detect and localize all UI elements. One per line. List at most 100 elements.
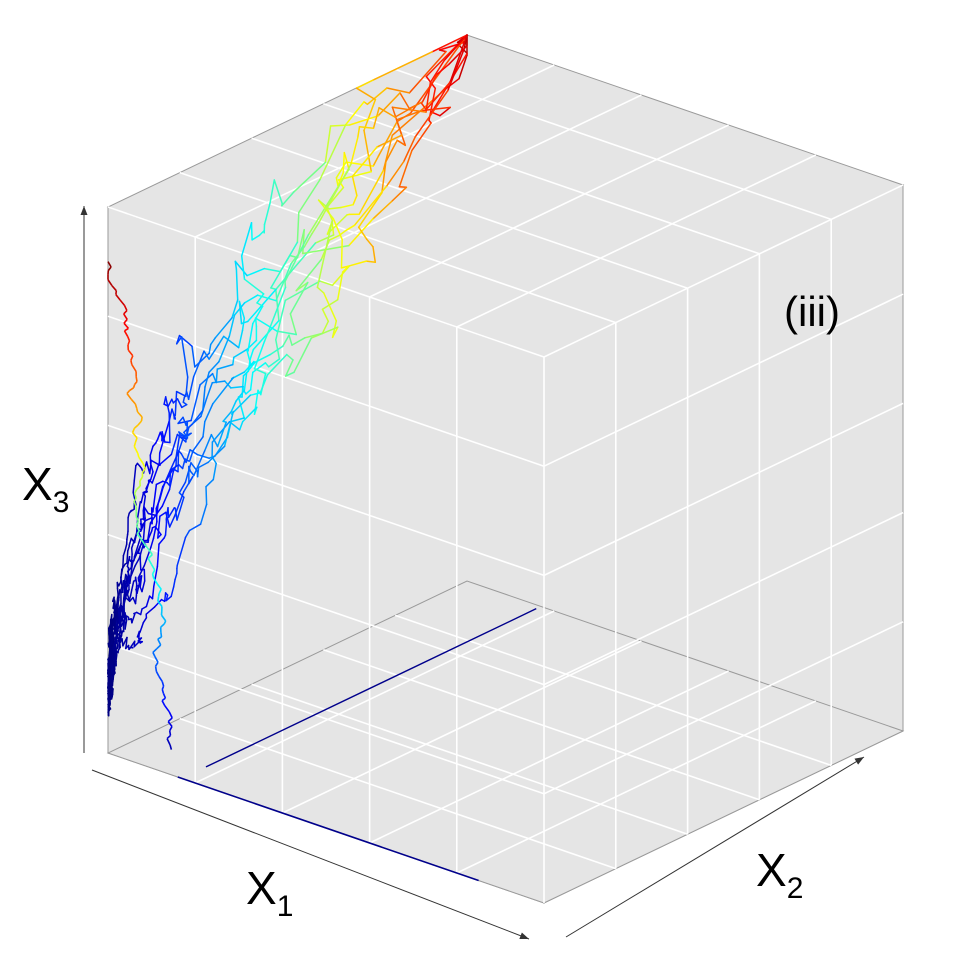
trajectory-segment [281, 191, 295, 207]
trajectory-segment [155, 671, 160, 677]
trajectory-segment [161, 685, 165, 690]
trajectory-segment [332, 217, 343, 241]
trajectory-segment [270, 241, 299, 289]
trajectory-segment [211, 380, 226, 384]
trajectory-segment [124, 543, 128, 551]
trajectory-segment [149, 471, 154, 481]
trajectory-segment [252, 305, 264, 325]
trajectory-segment [212, 462, 217, 481]
trajectory-segment [157, 596, 160, 602]
trajectory-segment [137, 564, 146, 579]
trajectory-segment [172, 398, 179, 404]
trajectory-segment [222, 411, 232, 423]
trajectory-segment [183, 432, 192, 437]
trajectory-segment [398, 149, 413, 188]
trajectory-segment [169, 451, 180, 471]
trajectory-segment [166, 734, 172, 740]
trajectory-segment [127, 340, 131, 346]
trajectory-segment [184, 529, 191, 539]
trajectory-segment [150, 564, 156, 571]
trajectory-segment [343, 151, 350, 170]
trajectory-segment [317, 163, 352, 224]
trajectory-segment [140, 416, 143, 422]
trajectory-segment [123, 330, 129, 338]
trajectory-segment [122, 597, 125, 612]
trajectory-segment [174, 572, 178, 581]
trajectory-segment [183, 423, 193, 434]
trajectory-segment [275, 262, 292, 302]
trajectory-segment [132, 596, 137, 605]
trajectory-segment [130, 360, 133, 365]
trajectory-segment [127, 545, 131, 552]
trajectory-segment [177, 449, 180, 473]
trajectory-segment [160, 623, 165, 628]
trajectory-segment [202, 420, 206, 438]
trajectory-segment [408, 50, 447, 94]
trajectory-segment [164, 441, 171, 444]
trajectory-segment [247, 322, 254, 352]
trajectory-segment [133, 465, 137, 482]
trajectory-segment [133, 442, 137, 447]
trajectory-segment [181, 458, 186, 470]
trajectory-segment [183, 391, 188, 399]
trajectory-segment [157, 600, 163, 607]
grid-line [394, 614, 832, 767]
trajectory-segment [214, 317, 233, 339]
trajectory-segment [161, 488, 171, 507]
trajectory-segment [241, 317, 246, 332]
trajectory-segment [139, 575, 143, 588]
trajectory-segment [298, 178, 321, 214]
trajectory-segment [131, 580, 135, 591]
trajectory-segment [138, 630, 141, 640]
trajectory-segment [215, 368, 219, 384]
trajectory-segment [107, 266, 112, 272]
trajectory-segment [398, 185, 408, 189]
trajectory-segment [126, 550, 129, 564]
trajectory-segment [141, 580, 146, 593]
trajectory-segment [172, 578, 176, 588]
trajectory-segment [133, 497, 137, 502]
trajectory-segment [270, 287, 277, 291]
trajectory-segment [352, 194, 358, 206]
trajectory-segment [421, 73, 438, 103]
trajectory-segment [212, 376, 235, 405]
trajectory-segment [378, 107, 396, 118]
trajectory-segment [439, 106, 451, 117]
trajectory-segment [295, 258, 323, 292]
trajectory-segment [136, 452, 140, 458]
trajectory-segment [129, 387, 135, 392]
trajectory-segment [208, 343, 212, 354]
trajectory-segment [182, 396, 186, 403]
trajectory-segment [157, 593, 160, 598]
grid-line [179, 171, 617, 324]
trajectory-segment [204, 371, 210, 388]
trajectory-segment [396, 139, 407, 147]
trajectory-segment [331, 220, 335, 236]
grid-line [179, 717, 617, 870]
trajectory-segment [178, 481, 187, 494]
trajectory-segment [133, 489, 138, 494]
grid-line [543, 402, 904, 577]
trajectory-segment [176, 536, 187, 567]
trajectory-segment [243, 371, 248, 391]
grid-line [251, 683, 688, 835]
trajectory-segment [129, 565, 133, 585]
trajectory-segment [414, 89, 449, 138]
trajectory-segment [438, 49, 447, 53]
trajectory-segment [193, 450, 206, 477]
trajectory-segment [243, 360, 255, 373]
trajectory-segment [444, 77, 460, 90]
trajectory-segment [173, 490, 185, 517]
trajectory-segment [120, 576, 123, 588]
grid-line [369, 670, 729, 844]
trajectory-segment [190, 384, 201, 422]
trajectory-segment [151, 585, 155, 600]
trajectory-segment [119, 299, 126, 306]
grid-line [394, 68, 832, 221]
grid-group [107, 64, 904, 903]
trajectory-segment [170, 433, 179, 456]
trajectory-segment [161, 681, 165, 687]
trajectory-segment [263, 267, 282, 273]
trajectory-segment [176, 496, 185, 521]
